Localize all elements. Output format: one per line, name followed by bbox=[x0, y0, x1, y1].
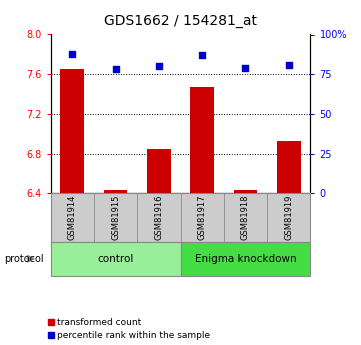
Point bbox=[243, 65, 248, 71]
Text: GSM81916: GSM81916 bbox=[155, 195, 163, 240]
Point bbox=[199, 52, 205, 58]
Bar bbox=[180, 241, 310, 276]
Bar bbox=[51, 193, 94, 242]
Text: Enigma knockdown: Enigma knockdown bbox=[195, 254, 296, 264]
Text: protocol: protocol bbox=[4, 254, 43, 264]
Bar bbox=[94, 193, 137, 242]
Bar bbox=[147, 149, 171, 193]
Point bbox=[156, 63, 162, 69]
Bar bbox=[234, 190, 257, 193]
Text: GSM81915: GSM81915 bbox=[111, 195, 120, 240]
Point bbox=[113, 67, 118, 72]
Bar bbox=[190, 87, 214, 193]
Text: control: control bbox=[97, 254, 134, 264]
Point bbox=[286, 62, 292, 67]
Bar bbox=[267, 193, 310, 242]
Text: GSM81914: GSM81914 bbox=[68, 195, 77, 240]
Bar bbox=[60, 69, 84, 193]
Text: GSM81918: GSM81918 bbox=[241, 195, 250, 240]
Bar bbox=[104, 190, 127, 193]
Bar bbox=[277, 141, 301, 193]
Bar bbox=[224, 193, 267, 242]
Bar bbox=[137, 193, 180, 242]
Point bbox=[69, 51, 75, 56]
Legend: transformed count, percentile rank within the sample: transformed count, percentile rank withi… bbox=[48, 318, 210, 341]
Bar bbox=[180, 193, 224, 242]
Text: GSM81917: GSM81917 bbox=[198, 195, 206, 240]
Text: GSM81919: GSM81919 bbox=[284, 195, 293, 240]
Bar bbox=[51, 241, 180, 276]
Text: GDS1662 / 154281_at: GDS1662 / 154281_at bbox=[104, 14, 257, 28]
